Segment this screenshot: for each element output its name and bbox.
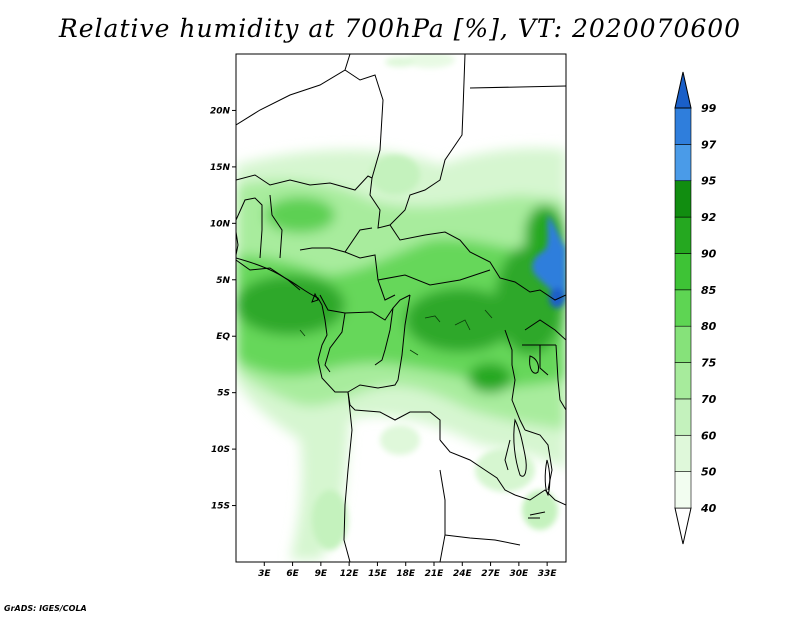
colorbar: 40 50 60 70 75 80 85 90 92 95 97 99 — [674, 71, 717, 545]
lon-tick-label: 6E — [286, 569, 299, 579]
colorbar-segment — [674, 216, 692, 254]
colorbar-label: 50 — [701, 466, 717, 479]
country-borders — [236, 54, 566, 562]
lon-tick-label: 33E — [538, 569, 558, 579]
lat-tick-label: 15S — [211, 502, 230, 512]
lat-tick-label: 5S — [217, 389, 230, 399]
colorbar-under-triangle — [674, 507, 692, 545]
longitude-axis: 3E 6E 9E 12E 15E 18E 21E 24E 27E 30E 33E — [258, 562, 557, 579]
lat-tick-label: EQ — [216, 332, 230, 342]
colorbar-segment — [674, 362, 692, 400]
colorbar-label: 75 — [701, 357, 717, 370]
lon-tick-label: 24E — [453, 569, 473, 579]
colorbar-label: 70 — [701, 393, 717, 406]
colorbar-segment — [674, 107, 692, 145]
lon-tick-label: 3E — [258, 569, 271, 579]
lat-tick-label: 10S — [211, 445, 230, 455]
colorbar-segment — [674, 289, 692, 327]
lon-tick-label: 12E — [340, 569, 360, 579]
colorbar-label: 90 — [701, 247, 717, 260]
lat-tick-label: 5N — [216, 276, 230, 286]
colorbar-segment — [674, 471, 692, 509]
lon-tick-label: 9E — [315, 569, 328, 579]
lon-tick-label: 21E — [425, 569, 445, 579]
colorbar-over-triangle — [674, 71, 692, 109]
colorbar-label: 99 — [701, 102, 717, 115]
contour-lines — [299, 309, 493, 356]
colorbar-label: 97 — [701, 138, 717, 151]
lat-tick-label: 20N — [210, 106, 231, 116]
map-frame — [235, 53, 567, 563]
colorbar-segment — [674, 398, 692, 436]
colorbar-segment — [674, 144, 692, 182]
colorbar-label: 95 — [701, 175, 717, 188]
lon-tick-label: 18E — [396, 569, 416, 579]
colorbar-segment — [674, 325, 692, 363]
colorbar-segment — [674, 434, 692, 472]
humidity-field — [236, 54, 566, 562]
lon-tick-label: 27E — [481, 569, 501, 579]
lat-tick-label: 10N — [210, 219, 231, 229]
lon-tick-label: 30E — [510, 569, 530, 579]
chart-title: Relative humidity at 700hPa [%], VT: 202… — [58, 14, 742, 43]
colorbar-label: 40 — [700, 502, 717, 515]
latitude-axis: 20N 15N 10N 5N EQ 5S 10S 15S — [210, 106, 236, 512]
lon-tick-label: 15E — [368, 569, 388, 579]
colorbar-segment — [674, 253, 692, 291]
colorbar-label: 80 — [701, 320, 717, 333]
lat-tick-label: 15N — [210, 163, 231, 173]
colorbar-label: 92 — [701, 211, 717, 224]
colorbar-label: 85 — [701, 284, 717, 297]
colorbar-segment — [674, 180, 692, 218]
colorbar-label: 60 — [701, 429, 717, 442]
footer-credit: GrADS: IGES/COLA — [4, 604, 87, 613]
